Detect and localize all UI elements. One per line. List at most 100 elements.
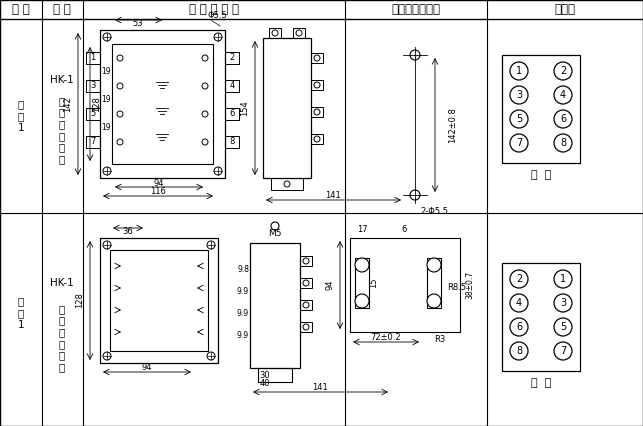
Text: 2: 2	[560, 66, 566, 76]
Text: 9.9: 9.9	[237, 310, 249, 319]
Text: 4: 4	[230, 81, 235, 90]
Circle shape	[554, 270, 572, 288]
Text: 凸
出
式
前
接
线: 凸 出 式 前 接 线	[59, 96, 65, 164]
Circle shape	[554, 342, 572, 360]
Circle shape	[510, 318, 528, 336]
Text: 94: 94	[141, 363, 152, 372]
Text: 141: 141	[325, 192, 341, 201]
Text: 端子图: 端子图	[554, 3, 575, 16]
Circle shape	[314, 55, 320, 61]
Circle shape	[410, 190, 420, 200]
Text: 1: 1	[91, 54, 96, 63]
Circle shape	[202, 111, 208, 117]
Text: 3: 3	[516, 90, 522, 100]
Text: 9.8: 9.8	[237, 265, 249, 274]
Circle shape	[303, 280, 309, 286]
Text: 142±0.8: 142±0.8	[449, 107, 458, 143]
Text: 安装开孔尺寸图: 安装开孔尺寸图	[392, 3, 440, 16]
Text: 5: 5	[516, 114, 522, 124]
Bar	[502, 55, 580, 163]
Circle shape	[296, 30, 302, 36]
Circle shape	[554, 62, 572, 80]
Text: 7: 7	[516, 138, 522, 148]
Bar	[311, 134, 323, 144]
Bar	[269, 28, 281, 38]
Text: 4: 4	[516, 298, 522, 308]
Text: 前  视: 前 视	[531, 170, 551, 180]
Text: 94: 94	[154, 178, 164, 187]
Text: 3: 3	[560, 298, 566, 308]
Bar	[300, 256, 312, 266]
Text: 4: 4	[560, 90, 566, 100]
Bar	[502, 263, 580, 371]
Text: 7: 7	[90, 138, 96, 147]
Circle shape	[117, 55, 123, 61]
Circle shape	[117, 83, 123, 89]
Text: 116: 116	[150, 187, 166, 196]
Text: 128: 128	[75, 292, 84, 308]
Bar	[110, 250, 208, 351]
Circle shape	[117, 139, 123, 145]
Bar	[271, 178, 303, 190]
Circle shape	[554, 294, 572, 312]
Text: 72±0.2: 72±0.2	[370, 334, 401, 343]
Text: Φ5.5: Φ5.5	[207, 12, 227, 20]
Text: 1: 1	[516, 66, 522, 76]
Circle shape	[202, 55, 208, 61]
Circle shape	[554, 110, 572, 128]
Circle shape	[303, 302, 309, 308]
Circle shape	[117, 111, 123, 117]
Bar	[86, 52, 100, 64]
Text: 15: 15	[370, 278, 379, 288]
Text: 30: 30	[260, 371, 270, 380]
Circle shape	[103, 241, 111, 249]
Text: 2-Φ5.5: 2-Φ5.5	[420, 207, 448, 216]
Text: 背  视: 背 视	[531, 378, 551, 388]
Bar	[300, 322, 312, 332]
Bar	[100, 30, 225, 178]
Circle shape	[355, 294, 369, 308]
Bar	[300, 278, 312, 288]
Text: 1: 1	[560, 274, 566, 284]
Text: R3: R3	[435, 336, 446, 345]
Circle shape	[510, 134, 528, 152]
Text: 6: 6	[230, 109, 235, 118]
Circle shape	[207, 241, 215, 249]
Circle shape	[427, 258, 441, 272]
Text: 2: 2	[230, 54, 235, 63]
Bar	[293, 28, 305, 38]
Circle shape	[314, 136, 320, 142]
Circle shape	[284, 181, 290, 187]
Bar	[86, 108, 100, 120]
Circle shape	[202, 83, 208, 89]
Circle shape	[554, 86, 572, 104]
Circle shape	[510, 86, 528, 104]
Bar	[427, 258, 441, 308]
Circle shape	[303, 258, 309, 264]
Circle shape	[202, 139, 208, 145]
Text: 9.9: 9.9	[237, 288, 249, 296]
Text: 附
图
1: 附 图 1	[18, 296, 24, 330]
Circle shape	[410, 50, 420, 60]
Text: 2: 2	[516, 274, 522, 284]
Text: 19: 19	[101, 95, 111, 104]
Circle shape	[314, 82, 320, 88]
Bar	[300, 300, 312, 310]
Circle shape	[510, 270, 528, 288]
Circle shape	[214, 33, 222, 41]
Circle shape	[427, 294, 441, 308]
Bar	[86, 80, 100, 92]
Circle shape	[314, 109, 320, 115]
Circle shape	[510, 62, 528, 80]
Text: 5: 5	[560, 322, 566, 332]
Text: 外 形 尺 寸 图: 外 形 尺 寸 图	[189, 3, 239, 16]
Bar	[225, 136, 239, 148]
Circle shape	[271, 222, 279, 230]
Circle shape	[103, 167, 111, 175]
Text: 94: 94	[325, 280, 334, 290]
Text: 结 构: 结 构	[53, 3, 71, 16]
Text: 19: 19	[101, 67, 111, 77]
Bar	[258, 368, 292, 382]
Bar	[311, 53, 323, 63]
Bar	[355, 258, 369, 308]
